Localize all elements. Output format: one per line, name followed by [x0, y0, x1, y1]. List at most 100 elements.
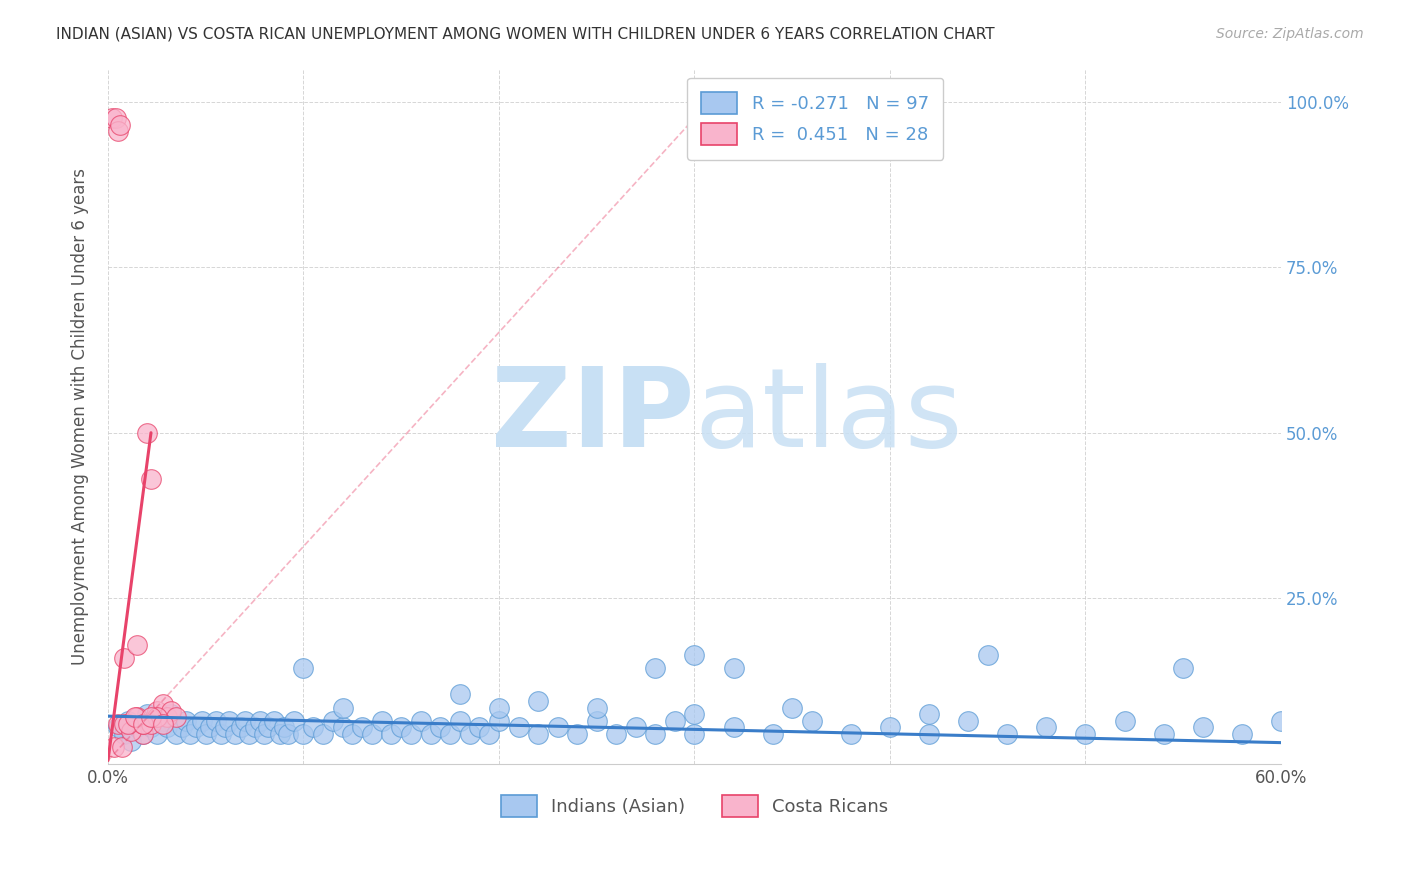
Point — [1270, 714, 1292, 728]
Point — [108, 118, 131, 132]
Point — [449, 687, 471, 701]
Point — [112, 727, 135, 741]
Point — [644, 727, 666, 741]
Point — [104, 111, 127, 125]
Point — [1191, 720, 1213, 734]
Point — [918, 707, 941, 722]
Point — [184, 720, 207, 734]
Legend: Indians (Asian), Costa Ricans: Indians (Asian), Costa Ricans — [494, 788, 896, 824]
Point — [449, 714, 471, 728]
Point — [127, 720, 149, 734]
Point — [1173, 661, 1195, 675]
Point — [112, 717, 135, 731]
Point — [238, 727, 260, 741]
Point — [156, 710, 179, 724]
Point — [780, 700, 803, 714]
Point — [136, 425, 159, 440]
Point — [146, 710, 169, 724]
Point — [839, 727, 862, 741]
Point — [352, 720, 374, 734]
Point — [172, 720, 194, 734]
Point — [429, 720, 451, 734]
Point — [124, 710, 146, 724]
Point — [723, 661, 745, 675]
Point — [664, 714, 686, 728]
Point — [139, 472, 162, 486]
Point — [139, 710, 162, 724]
Point — [292, 661, 315, 675]
Point — [229, 720, 252, 734]
Point — [139, 720, 162, 734]
Point — [204, 714, 226, 728]
Point — [380, 727, 402, 741]
Point — [508, 720, 530, 734]
Point — [127, 710, 149, 724]
Point — [1153, 727, 1175, 741]
Point — [243, 720, 266, 734]
Point — [249, 714, 271, 728]
Point — [458, 727, 481, 741]
Y-axis label: Unemployment Among Women with Children Under 6 years: Unemployment Among Women with Children U… — [72, 168, 89, 665]
Point — [101, 111, 124, 125]
Point — [218, 714, 240, 728]
Point — [1035, 720, 1057, 734]
Point — [567, 727, 589, 741]
Point — [585, 714, 607, 728]
Point — [159, 704, 181, 718]
Point — [257, 720, 280, 734]
Point — [136, 707, 159, 722]
Point — [370, 714, 392, 728]
Point — [273, 720, 295, 734]
Point — [585, 700, 607, 714]
Text: Source: ZipAtlas.com: Source: ZipAtlas.com — [1216, 27, 1364, 41]
Point — [127, 638, 149, 652]
Point — [468, 720, 491, 734]
Point — [292, 727, 315, 741]
Point — [723, 720, 745, 734]
Point — [194, 727, 217, 741]
Point — [302, 720, 325, 734]
Point — [488, 700, 510, 714]
Point — [283, 714, 305, 728]
Point — [165, 710, 187, 724]
Point — [527, 694, 550, 708]
Point — [488, 714, 510, 728]
Point — [156, 720, 179, 734]
Point — [1074, 727, 1097, 741]
Point — [399, 727, 422, 741]
Point — [165, 727, 187, 741]
Point — [233, 714, 256, 728]
Point — [389, 720, 412, 734]
Point — [132, 717, 155, 731]
Point — [146, 727, 169, 741]
Point — [644, 661, 666, 675]
Point — [269, 727, 291, 741]
Point — [624, 720, 647, 734]
Point — [1230, 727, 1253, 741]
Point — [120, 733, 142, 747]
Point — [419, 727, 441, 741]
Point — [198, 720, 221, 734]
Point — [683, 707, 706, 722]
Point — [277, 727, 299, 741]
Point — [117, 714, 139, 728]
Point — [253, 727, 276, 741]
Point — [152, 697, 174, 711]
Point — [120, 723, 142, 738]
Text: ZIP: ZIP — [491, 363, 695, 470]
Point — [224, 727, 246, 741]
Point — [800, 714, 823, 728]
Point — [139, 717, 162, 731]
Point — [762, 727, 785, 741]
Point — [312, 727, 335, 741]
Point — [146, 704, 169, 718]
Point — [117, 717, 139, 731]
Text: INDIAN (ASIAN) VS COSTA RICAN UNEMPLOYMENT AMONG WOMEN WITH CHILDREN UNDER 6 YEA: INDIAN (ASIAN) VS COSTA RICAN UNEMPLOYME… — [56, 27, 995, 42]
Point — [478, 727, 501, 741]
Point — [103, 740, 125, 755]
Point — [439, 727, 461, 741]
Point — [332, 720, 354, 734]
Point — [361, 727, 384, 741]
Point — [263, 714, 285, 728]
Point — [174, 714, 197, 728]
